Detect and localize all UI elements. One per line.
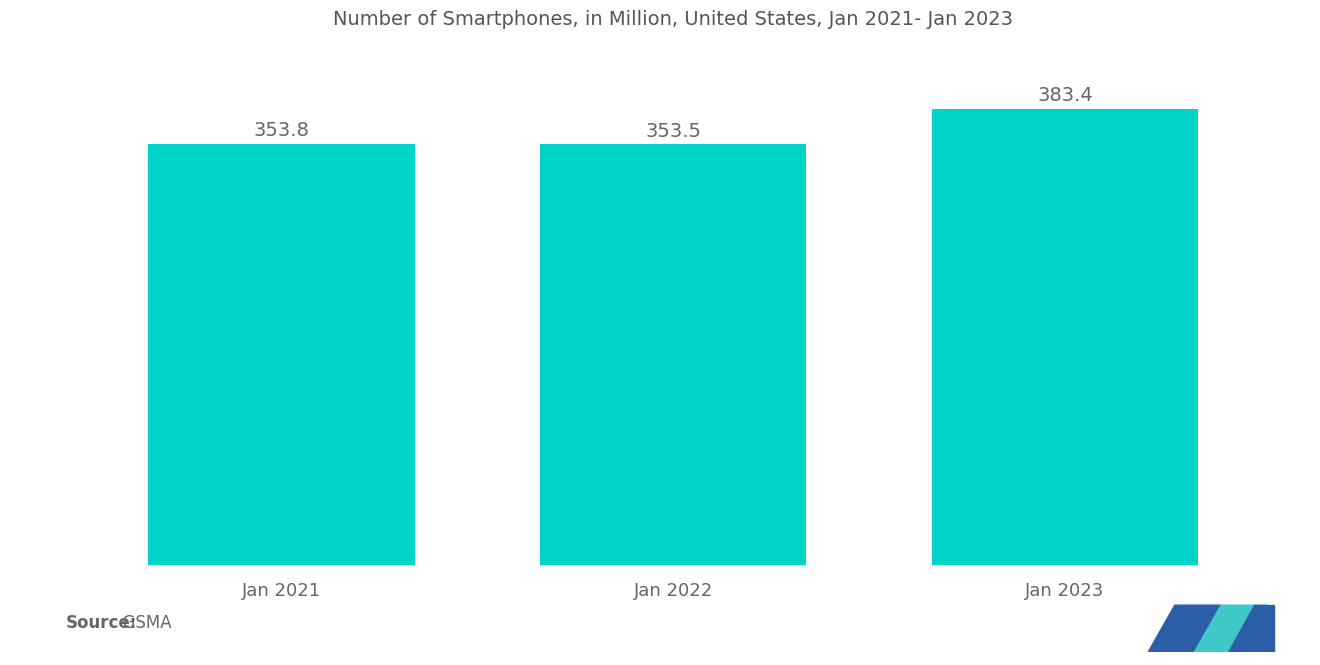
Text: 353.5: 353.5 <box>645 122 701 141</box>
Polygon shape <box>1195 605 1267 652</box>
Polygon shape <box>1148 605 1221 652</box>
Polygon shape <box>1228 605 1274 652</box>
Bar <box>148 144 414 565</box>
Text: Source:: Source: <box>66 614 137 632</box>
Bar <box>932 108 1199 565</box>
Text: GSMA: GSMA <box>112 614 172 632</box>
Text: 353.8: 353.8 <box>253 122 309 140</box>
Text: 383.4: 383.4 <box>1038 86 1093 105</box>
Bar <box>540 144 807 565</box>
Title: Number of Smartphones, in Million, United States, Jan 2021- Jan 2023: Number of Smartphones, in Million, Unite… <box>333 11 1014 29</box>
